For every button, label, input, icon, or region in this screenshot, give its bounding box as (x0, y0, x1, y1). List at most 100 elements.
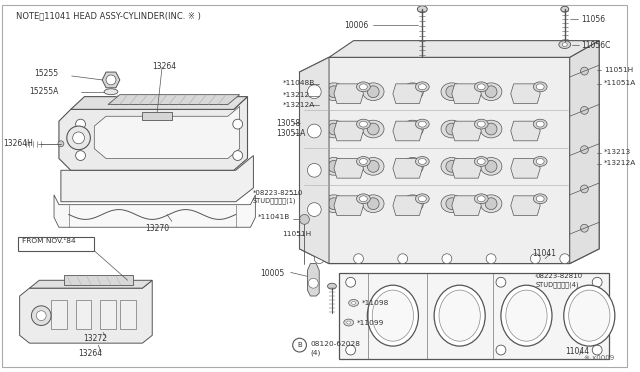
Ellipse shape (415, 157, 429, 166)
Circle shape (346, 345, 356, 355)
Polygon shape (29, 280, 152, 288)
Text: *08223-82510: *08223-82510 (252, 190, 303, 196)
Circle shape (233, 151, 243, 160)
Text: 11041: 11041 (532, 249, 556, 258)
Polygon shape (393, 121, 422, 141)
Ellipse shape (356, 119, 371, 129)
Circle shape (58, 141, 64, 147)
Circle shape (580, 146, 588, 154)
Ellipse shape (415, 119, 429, 129)
Ellipse shape (402, 157, 423, 175)
Circle shape (106, 75, 116, 85)
Circle shape (233, 119, 243, 129)
Polygon shape (452, 121, 481, 141)
Polygon shape (329, 41, 599, 57)
Polygon shape (334, 84, 364, 103)
Circle shape (307, 203, 321, 217)
Text: 11056C: 11056C (582, 41, 611, 49)
Ellipse shape (434, 285, 485, 346)
Ellipse shape (480, 83, 502, 100)
Ellipse shape (419, 196, 426, 202)
Circle shape (367, 123, 379, 135)
Ellipse shape (441, 120, 463, 138)
Polygon shape (334, 121, 364, 141)
Ellipse shape (415, 82, 429, 92)
Text: *11051A: *11051A (604, 80, 636, 86)
Text: 13270: 13270 (145, 224, 170, 233)
Text: FROM NOV.¹84: FROM NOV.¹84 (22, 238, 76, 244)
Ellipse shape (362, 195, 384, 212)
Ellipse shape (356, 82, 371, 92)
Polygon shape (102, 72, 120, 88)
Polygon shape (300, 41, 599, 264)
Text: 08120-62028: 08120-62028 (310, 341, 360, 347)
Polygon shape (339, 273, 609, 359)
Circle shape (485, 198, 497, 209)
Circle shape (406, 160, 419, 172)
Bar (51, 300, 67, 329)
Ellipse shape (474, 194, 488, 204)
Text: *11041B: *11041B (257, 215, 289, 221)
Polygon shape (334, 196, 364, 215)
Ellipse shape (323, 195, 345, 212)
Ellipse shape (561, 6, 569, 12)
Ellipse shape (439, 290, 480, 341)
Ellipse shape (533, 119, 547, 129)
Ellipse shape (419, 121, 426, 127)
Text: 11051H: 11051H (282, 231, 311, 237)
Bar (100, 300, 116, 329)
Text: 13264: 13264 (152, 62, 177, 71)
Bar (18, 237, 94, 251)
Circle shape (314, 254, 324, 264)
Polygon shape (334, 158, 364, 178)
Text: 08223-82810: 08223-82810 (535, 273, 582, 279)
Circle shape (485, 86, 497, 97)
Ellipse shape (477, 196, 485, 202)
Ellipse shape (536, 121, 544, 127)
Text: 10006: 10006 (344, 21, 368, 30)
Text: 15255A: 15255A (29, 87, 59, 96)
Circle shape (307, 163, 321, 177)
Text: *13212: *13212 (283, 92, 310, 98)
Text: 11051H: 11051H (604, 67, 633, 73)
Ellipse shape (474, 119, 488, 129)
Polygon shape (452, 158, 481, 178)
Text: B: B (297, 342, 302, 348)
Circle shape (580, 224, 588, 232)
Circle shape (328, 198, 340, 209)
Circle shape (31, 306, 51, 326)
Polygon shape (59, 97, 248, 170)
Circle shape (446, 86, 458, 97)
Ellipse shape (564, 285, 615, 346)
Circle shape (307, 124, 321, 138)
Ellipse shape (441, 157, 463, 175)
Ellipse shape (441, 195, 463, 212)
Circle shape (446, 123, 458, 135)
Text: 10005: 10005 (260, 269, 285, 278)
Circle shape (442, 254, 452, 264)
Text: *13213: *13213 (604, 149, 631, 155)
Circle shape (367, 86, 379, 97)
Text: *13212A: *13212A (604, 160, 636, 166)
Ellipse shape (349, 299, 358, 306)
Circle shape (67, 126, 90, 150)
Polygon shape (70, 97, 248, 109)
Circle shape (307, 85, 321, 99)
Ellipse shape (480, 195, 502, 212)
Circle shape (446, 198, 458, 209)
Bar (120, 300, 136, 329)
Ellipse shape (417, 6, 428, 13)
Polygon shape (54, 195, 255, 227)
Ellipse shape (360, 196, 367, 202)
Ellipse shape (415, 194, 429, 204)
Circle shape (367, 160, 379, 172)
Circle shape (328, 86, 340, 97)
Circle shape (300, 215, 309, 224)
Polygon shape (393, 84, 422, 103)
Circle shape (398, 254, 408, 264)
Ellipse shape (323, 83, 345, 100)
Polygon shape (452, 84, 481, 103)
Polygon shape (393, 196, 422, 215)
Ellipse shape (362, 120, 384, 138)
Circle shape (406, 123, 419, 135)
